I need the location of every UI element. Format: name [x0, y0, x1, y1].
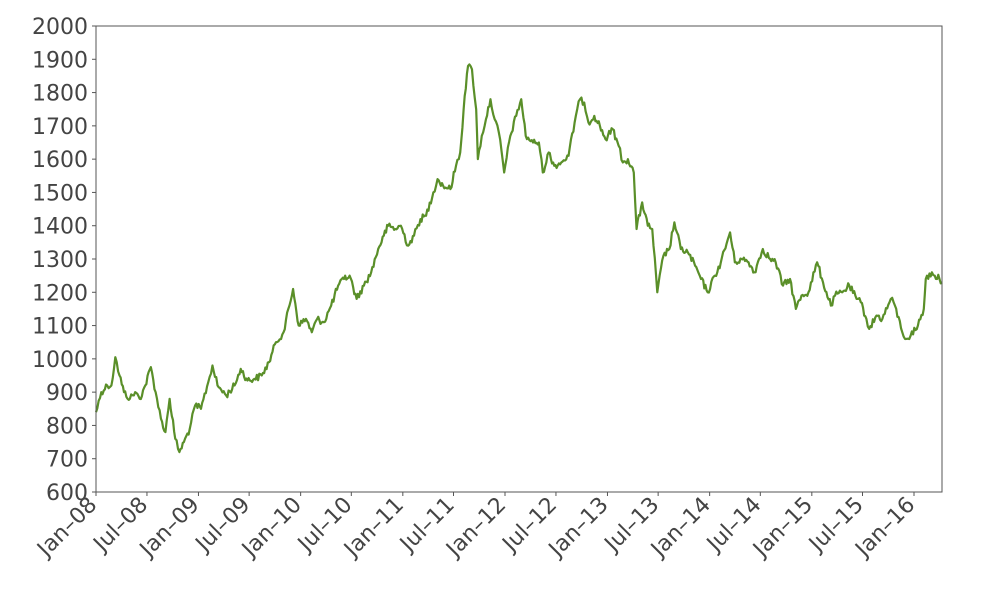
y-tick-label: 1700 — [32, 115, 88, 140]
y-axis: 600 700 800 900 1000 1100 1200 1300 1400 1500 1600… — [32, 15, 96, 506]
y-tick-label: 1000 — [32, 348, 88, 373]
y-tick-label: 900 — [46, 381, 88, 406]
series-layer — [94, 63, 943, 454]
y-tick-label: 1100 — [32, 315, 88, 340]
y-tick-label: 1800 — [32, 82, 88, 107]
y-tick-label: 800 — [46, 414, 88, 439]
y-tick-label: 600 — [46, 481, 88, 506]
y-tick-label: 700 — [46, 448, 88, 473]
x-axis: Jan–08Jul–08Jan–09Jul–09Jan–10Jul–10Jan–… — [32, 492, 920, 563]
axes-frame — [95, 25, 943, 493]
y-tick-label: 1400 — [32, 215, 88, 240]
series-line — [94, 63, 943, 454]
y-tick-label: 1500 — [32, 181, 88, 206]
y-tick-label: 2000 — [32, 15, 88, 40]
y-tick-label: 1300 — [32, 248, 88, 273]
y-tick-label: 1600 — [32, 148, 88, 173]
y-tick-label: 1900 — [32, 48, 88, 73]
y-tick-label: 1200 — [32, 281, 88, 306]
